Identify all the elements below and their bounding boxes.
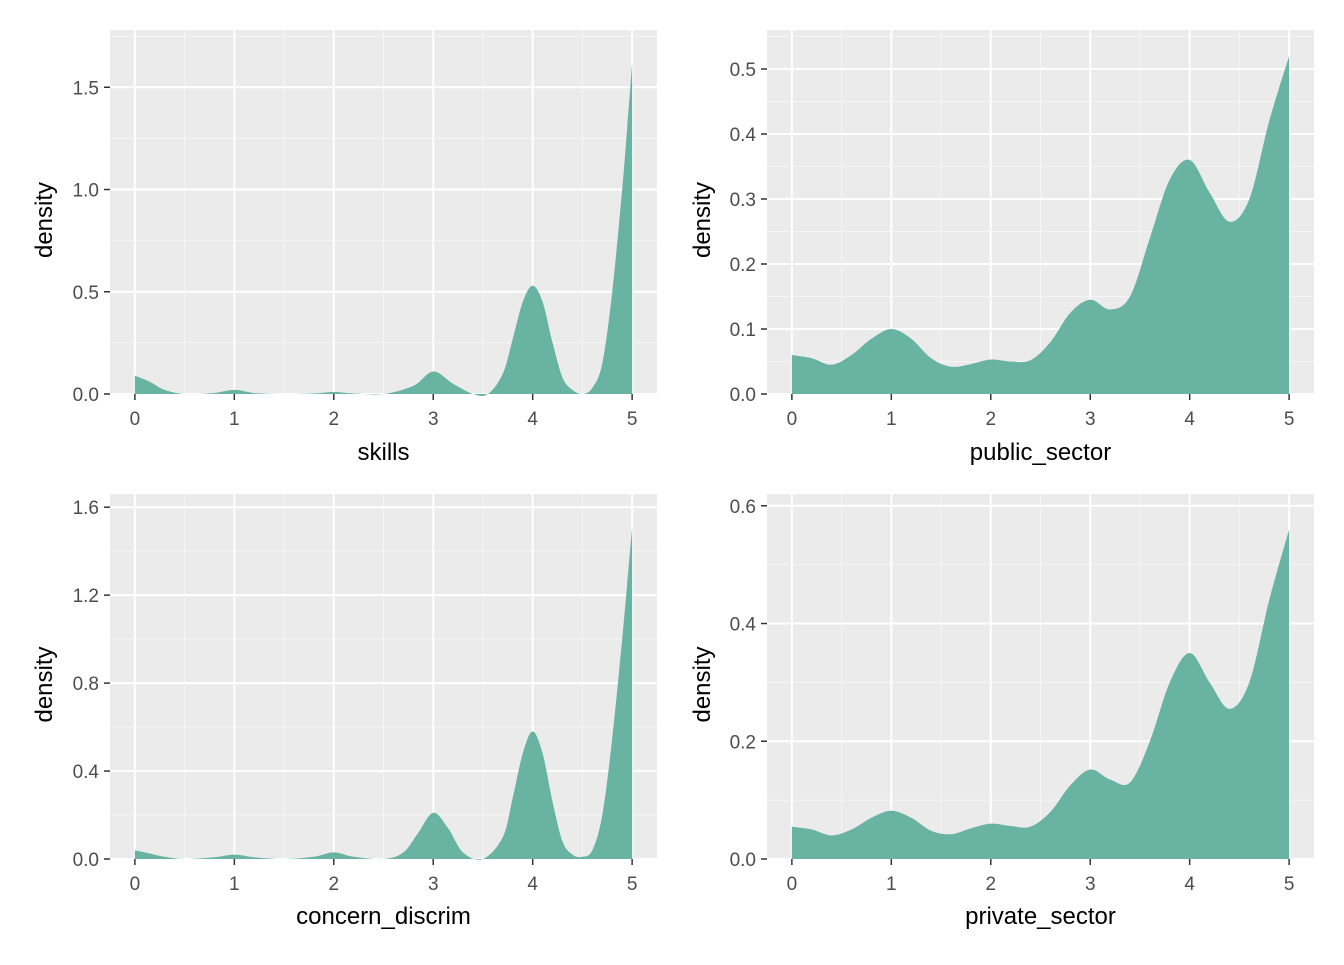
y-tick-label: 0.5 (73, 283, 99, 304)
x-tick-label: 2 (328, 874, 339, 895)
y-tick-label: 0.4 (730, 615, 757, 636)
x-tick-label: 5 (1284, 874, 1295, 895)
y-axis-title: density (31, 646, 58, 722)
y-tick-label: 0.0 (73, 850, 99, 871)
y-tick-label: 0.3 (730, 190, 756, 211)
y-tick-label: 0.0 (73, 385, 99, 406)
x-tick-label: 0 (130, 409, 141, 430)
x-axis-title: concern_discrim (296, 903, 471, 930)
x-tick-label: 4 (1184, 874, 1195, 895)
x-axis-title: public_sector (970, 439, 1111, 466)
y-tick-label: 0.8 (73, 674, 99, 695)
x-axis-title: skills (358, 439, 410, 466)
panel-2: 0 1 2 3 4 5 0.0 0.1 0.2 0.3 0.4 0.5 public_sector den… (689, 30, 1314, 466)
x-tick-label: 2 (985, 874, 996, 895)
x-tick-label: 4 (527, 409, 538, 430)
x-tick-label: 3 (1085, 874, 1096, 895)
density-area-1 (791, 56, 1290, 394)
y-tick-label: 1.0 (73, 181, 99, 202)
x-axis-title: private_sector (965, 903, 1116, 930)
x-tick-label: 0 (787, 874, 798, 895)
x-tick-label: 4 (527, 874, 538, 895)
panel-1: 0 1 2 3 4 5 0.0 0.5 1.0 1.5 skills density (31, 30, 657, 466)
y-tick-label: 0.1 (730, 320, 756, 341)
y-tick-label: 0.4 (73, 762, 100, 783)
panel-3: 0 1 2 3 4 5 0.0 0.4 0.8 1.2 1.6 concern_discrim dens… (31, 494, 657, 930)
panel-4: 0 1 2 3 4 5 0.0 0.2 0.4 0.6 private_sector density (689, 494, 1314, 930)
y-tick-label: 0.0 (730, 850, 756, 871)
x-tick-label: 5 (1284, 409, 1295, 430)
x-tick-label: 3 (428, 409, 439, 430)
x-tick-label: 0 (130, 874, 141, 895)
x-tick-label: 2 (328, 409, 339, 430)
x-tick-label: 5 (627, 409, 638, 430)
x-tick-label: 3 (428, 874, 439, 895)
y-tick-label: 1.5 (73, 78, 99, 99)
x-tick-label: 5 (627, 874, 638, 895)
y-tick-label: 0.0 (730, 385, 756, 406)
x-tick-label: 3 (1085, 409, 1096, 430)
x-tick-label: 2 (985, 409, 996, 430)
y-tick-label: 0.6 (730, 497, 756, 518)
x-tick-label: 4 (1184, 409, 1195, 430)
y-tick-label: 0.2 (730, 255, 756, 276)
y-tick-label: 1.6 (73, 498, 99, 519)
x-tick-label: 1 (229, 409, 240, 430)
y-tick-label: 0.4 (730, 125, 757, 146)
y-axis-title: density (689, 182, 716, 258)
x-tick-label: 1 (886, 409, 897, 430)
x-tick-label: 1 (229, 874, 240, 895)
x-tick-label: 0 (787, 409, 798, 430)
density-area-1 (791, 529, 1290, 859)
y-tick-label: 0.2 (730, 732, 756, 753)
x-tick-label: 1 (886, 874, 897, 895)
y-tick-label: 0.5 (730, 60, 756, 81)
y-axis-title: density (689, 646, 716, 722)
y-tick-label: 1.2 (73, 586, 99, 607)
y-axis-title: density (31, 182, 58, 258)
